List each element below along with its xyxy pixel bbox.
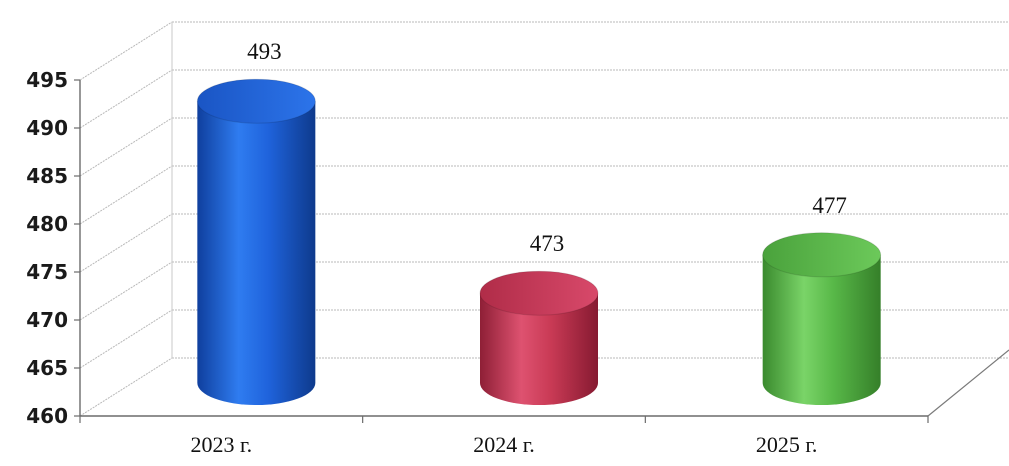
bar-top bbox=[479, 270, 599, 316]
gridline-side bbox=[79, 165, 173, 225]
bar-top bbox=[762, 232, 882, 278]
gridline-side bbox=[79, 357, 173, 417]
gridline-side bbox=[79, 261, 173, 321]
bar-body bbox=[762, 254, 881, 406]
gridline-side bbox=[79, 69, 173, 129]
gridline-side bbox=[79, 309, 173, 369]
y-tick-label: 465 bbox=[26, 356, 68, 380]
y-tick-label: 460 bbox=[26, 404, 68, 428]
gridline-side bbox=[79, 117, 173, 177]
axes bbox=[74, 79, 929, 423]
y-tick-label: 475 bbox=[26, 260, 68, 284]
x-tick-label: 2025 г. bbox=[756, 432, 818, 457]
y-tick-label: 485 bbox=[26, 164, 68, 188]
gridline-side bbox=[79, 213, 173, 273]
x-tick-label: 2023 г. bbox=[191, 432, 253, 457]
x-tick-label: 2024 г. bbox=[473, 432, 535, 457]
data-label: 477 bbox=[812, 193, 847, 218]
bar bbox=[196, 78, 316, 405]
y-tick-label: 480 bbox=[26, 212, 68, 236]
y-tick-label: 490 bbox=[26, 116, 68, 140]
gridline-side bbox=[79, 21, 173, 81]
bar-body bbox=[197, 101, 316, 405]
bar-body bbox=[480, 293, 598, 405]
bar-top bbox=[196, 78, 316, 124]
data-label: 493 bbox=[247, 39, 282, 64]
bar bbox=[479, 270, 599, 405]
floor-edge bbox=[927, 349, 1009, 417]
bar bbox=[762, 232, 882, 406]
bars bbox=[196, 78, 882, 406]
y-tick-label: 495 bbox=[26, 68, 68, 92]
y-tick-label: 470 bbox=[26, 308, 68, 332]
labels: 460 465 470 475 480 485 490 495 493 2023 г. 473 202… bbox=[26, 39, 847, 457]
data-label: 473 bbox=[530, 231, 565, 256]
